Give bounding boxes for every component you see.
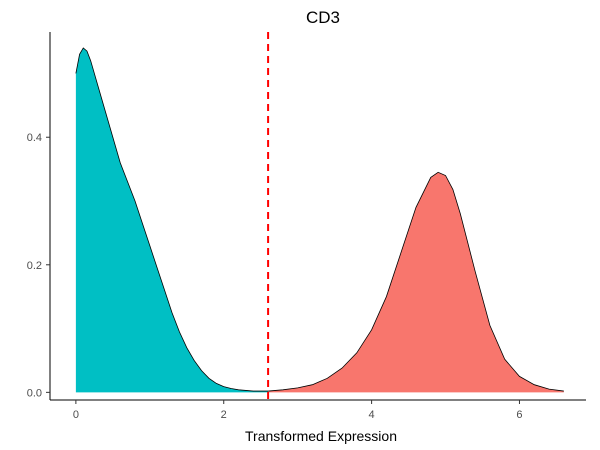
- x-tick-label: 4: [369, 409, 375, 421]
- y-axis-ticks: 0.0 0.2 0.4: [27, 132, 50, 399]
- x-axis-ticks: 0 2 4 6: [73, 400, 523, 421]
- density-area-1: [75, 47, 269, 393]
- density-areas: [75, 47, 564, 393]
- y-tick-label: 0.2: [27, 260, 42, 272]
- chart-title: CD3: [306, 8, 340, 27]
- x-tick-label: 0: [73, 409, 79, 421]
- density-area-2: [268, 172, 564, 393]
- x-tick-label: 6: [516, 409, 522, 421]
- y-tick-label: 0.0: [27, 387, 42, 399]
- x-tick-label: 2: [221, 409, 227, 421]
- x-axis-title: Transformed Expression: [245, 428, 397, 444]
- density-outline-1: [75, 47, 269, 392]
- density-outline-2: [268, 171, 564, 392]
- y-tick-label: 0.4: [27, 132, 42, 144]
